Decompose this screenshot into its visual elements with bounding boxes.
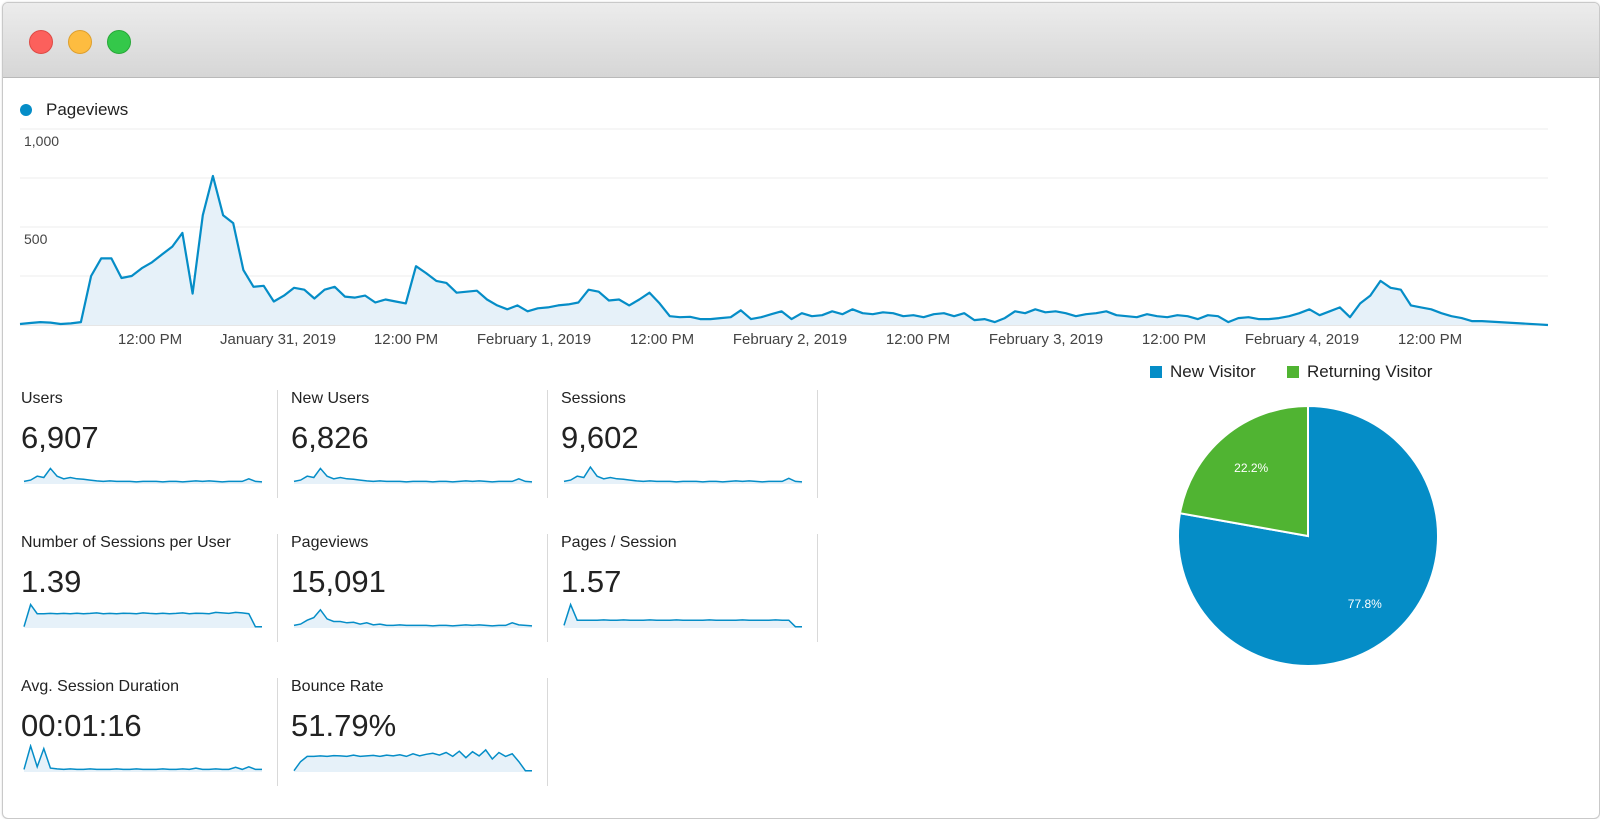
x-tick-label: 12:00 PM (1141, 331, 1207, 348)
x-tick-label: 12:00 PM (885, 331, 951, 348)
metric-value: 15,091 (291, 564, 386, 599)
new-visitor-swatch (1150, 366, 1162, 378)
metric-sparkline (293, 467, 533, 484)
x-tick-label: 12:00 PM (629, 331, 695, 348)
metric-title: Avg. Session Duration (21, 678, 180, 695)
metric-title: Number of Sessions per User (21, 534, 231, 551)
metric-value: 9,602 (561, 420, 639, 455)
metric-card[interactable]: Number of Sessions per User 1.39 (21, 534, 276, 644)
metric-title: Bounce Rate (291, 678, 384, 695)
metric-card[interactable]: Pageviews 15,091 (291, 534, 546, 644)
x-tick-label: January 31, 2019 (220, 331, 336, 348)
metric-sparkline (23, 744, 262, 772)
x-tick-label: February 4, 2019 (1244, 331, 1360, 348)
x-tick-label: February 1, 2019 (476, 331, 592, 348)
metric-value: 51.79% (291, 708, 397, 743)
metric-divider (547, 390, 548, 498)
x-tick-label: 12:00 PM (1397, 331, 1463, 348)
sparkline-line (293, 748, 532, 772)
title-bar (3, 3, 1599, 78)
new-visitor-label: New Visitor (1170, 362, 1256, 381)
y-tick-label-1000: 1,000 (24, 133, 60, 149)
metric-divider (547, 678, 548, 786)
metric-title: New Users (291, 390, 370, 407)
visitor-type-pie-chart[interactable]: 77.8% 22.2% (1172, 400, 1444, 672)
metric-value: 6,907 (21, 420, 99, 455)
metric-divider (277, 534, 278, 642)
zoom-window-button[interactable] (107, 30, 131, 54)
pie-legend-returning-visitor[interactable]: Returning Visitor (1287, 362, 1432, 382)
pageviews-legend-label: Pageviews (46, 100, 129, 119)
metric-divider (817, 390, 818, 498)
metric-divider (277, 390, 278, 498)
minimize-window-button[interactable] (68, 30, 92, 54)
x-tick-label: 12:00 PM (117, 331, 183, 348)
metric-divider (817, 534, 818, 642)
pageviews-legend-dot (20, 104, 32, 116)
metric-sparkline (23, 602, 262, 628)
metric-title: Sessions (561, 390, 626, 407)
y-tick-label-500: 500 (24, 231, 48, 247)
metric-card[interactable]: Avg. Session Duration 00:01:16 (21, 678, 276, 788)
metric-value: 00:01:16 (21, 708, 142, 743)
sparkline-area (564, 604, 802, 628)
returning-visitor-label: Returning Visitor (1307, 362, 1433, 381)
pageviews-legend[interactable]: Pageviews (20, 100, 128, 120)
pie-slice-label: 77.8% (1348, 597, 1382, 611)
sparkline-area (294, 609, 532, 628)
metric-card[interactable]: New Users 6,826 (291, 390, 546, 500)
metric-sparkline (23, 467, 263, 484)
pageviews-line-chart[interactable] (0, 0, 1600, 360)
metric-card[interactable]: Pages / Session 1.57 (561, 534, 816, 644)
metric-value: 1.57 (561, 564, 622, 599)
pie-legend-new-visitor[interactable]: New Visitor (1150, 362, 1256, 382)
metric-divider (547, 534, 548, 642)
pie-slice[interactable] (1178, 404, 1309, 538)
metric-sparkline (563, 465, 803, 484)
metric-title: Pages / Session (561, 534, 677, 551)
metric-card[interactable]: Bounce Rate 51.79% (291, 678, 546, 788)
sparkline-area (24, 604, 262, 628)
sparkline-line (563, 602, 802, 628)
pageviews-line (19, 174, 1549, 327)
sparkline-line (23, 467, 263, 483)
close-window-button[interactable] (29, 30, 53, 54)
x-tick-label: 12:00 PM (373, 331, 439, 348)
x-tick-label: February 2, 2019 (732, 331, 848, 348)
sparkline-line (23, 602, 262, 628)
metric-value: 6,826 (291, 420, 369, 455)
metric-sparkline (293, 608, 533, 628)
metric-title: Users (21, 390, 63, 407)
metric-card[interactable]: Sessions 9,602 (561, 390, 816, 500)
pageviews-area (20, 176, 1548, 325)
metric-value: 1.39 (21, 564, 82, 599)
metric-card[interactable]: Users 6,907 (21, 390, 276, 500)
sparkline-area (294, 468, 532, 484)
sparkline-line (293, 608, 533, 627)
metric-title: Pageviews (291, 534, 369, 551)
sparkline-line (23, 744, 262, 771)
sparkline-area (24, 468, 262, 484)
metric-sparkline (563, 602, 802, 628)
pie-slice-label: 22.2% (1234, 461, 1268, 475)
sparkline-line (293, 467, 533, 483)
sparkline-area (24, 746, 262, 772)
x-tick-label: February 3, 2019 (988, 331, 1104, 348)
sparkline-line (563, 465, 803, 483)
metric-divider (277, 678, 278, 786)
metric-sparkline (293, 748, 532, 772)
returning-visitor-swatch (1287, 366, 1299, 378)
